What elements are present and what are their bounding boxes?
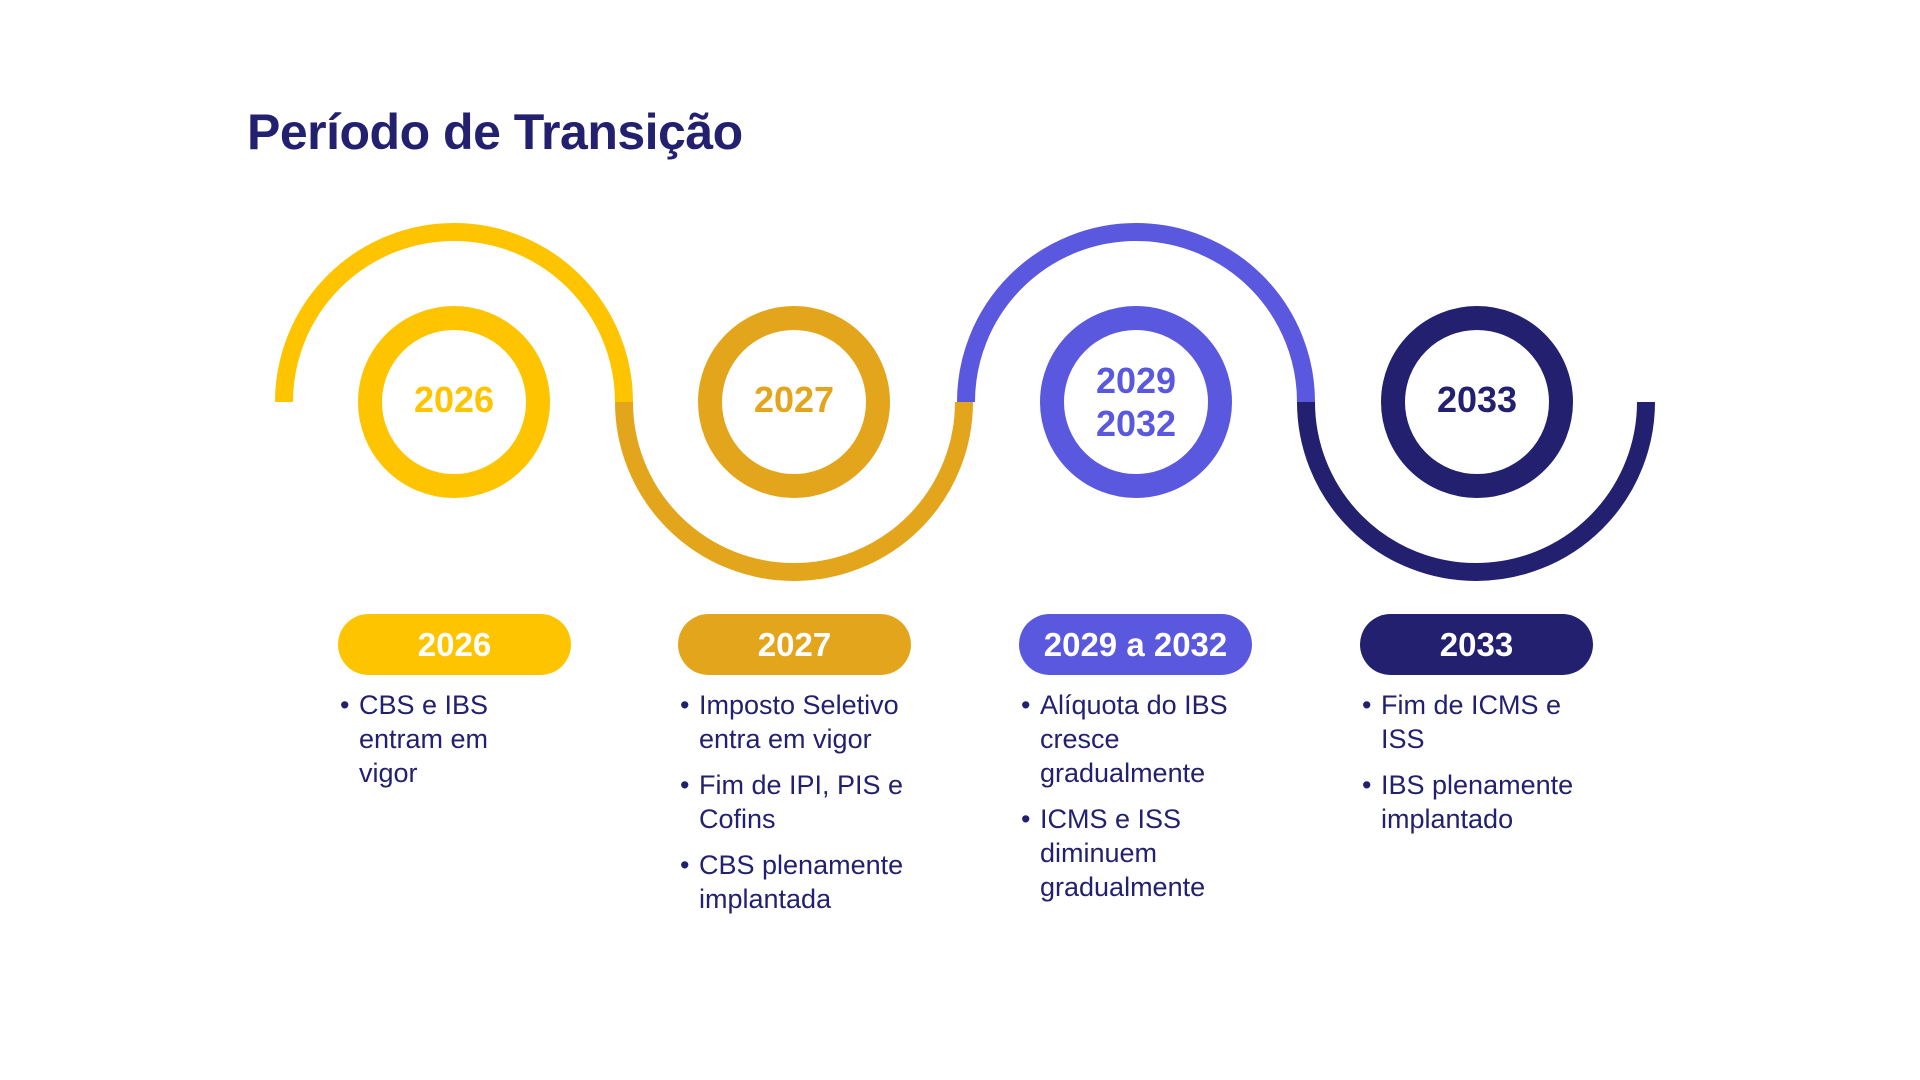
circle-year-line: 2026 (413, 379, 495, 420)
circle-year-2026: 2026 (359, 378, 549, 421)
circle-year-line: 2032 (1095, 403, 1177, 444)
bullet-item: ICMS e ISS diminuem gradualmente (1021, 802, 1261, 904)
year-ring-2029-2032 (1040, 306, 1232, 498)
page-title: Período de Transição (247, 104, 743, 160)
bullet-item: Imposto Seletivo entra em vigor (680, 688, 905, 756)
bullet-item: CBS e IBS entram em vigor (340, 688, 540, 790)
circle-year-2027: 2027 (699, 378, 889, 421)
bullet-item: IBS plenamente implantado (1362, 768, 1602, 836)
circle-year-line: 2027 (753, 379, 835, 420)
bullet-list-2026: CBS e IBS entram em vigor (340, 688, 540, 802)
year-pill-2026: 2026 (338, 614, 571, 675)
year-pill-2033: 2033 (1360, 614, 1593, 675)
bullet-list-2029-2032: Alíquota do IBS cresce gradualmente ICMS… (1021, 688, 1261, 916)
bullet-list-2027: Imposto Seletivo entra em vigor Fim de I… (680, 688, 905, 928)
year-ring-2026 (358, 306, 550, 498)
bullet-list-2033: Fim de ICMS e ISS IBS plenamente implant… (1362, 688, 1602, 848)
wave-arc-4 (1297, 401, 1655, 581)
bullet-item: CBS plenamente implantada (680, 848, 905, 916)
bullet-item: Fim de ICMS e ISS (1362, 688, 1602, 756)
wave-arc-3 (957, 223, 1315, 403)
year-ring-2033 (1381, 306, 1573, 498)
circle-year-line: 2029 (1095, 360, 1177, 401)
year-pill-2027: 2027 (678, 614, 911, 675)
wave-arc-2 (615, 401, 973, 581)
wave-arc-1 (275, 223, 633, 403)
circle-year-2033: 2033 (1382, 378, 1572, 421)
year-ring-2027 (698, 306, 890, 498)
bullet-item: Alíquota do IBS cresce gradualmente (1021, 688, 1261, 790)
year-pill-2029-2032: 2029 a 2032 (1019, 614, 1252, 675)
circle-year-line: 2033 (1436, 379, 1518, 420)
circle-year-2029-2032: 2029 2032 (1041, 359, 1231, 445)
bullet-item: Fim de IPI, PIS e Cofins (680, 768, 905, 836)
